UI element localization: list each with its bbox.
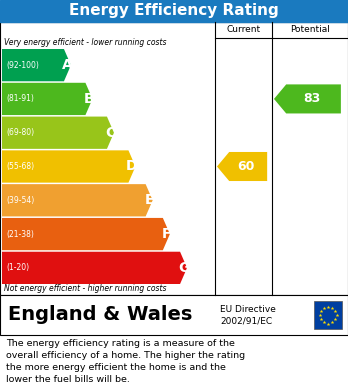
Text: (21-38): (21-38) — [6, 230, 34, 239]
Text: Potential: Potential — [290, 25, 330, 34]
Text: Very energy efficient - lower running costs: Very energy efficient - lower running co… — [4, 38, 166, 47]
Text: (81-91): (81-91) — [6, 95, 34, 104]
Bar — [0, 295, 348, 335]
Polygon shape — [217, 152, 267, 181]
Polygon shape — [2, 218, 170, 250]
Text: C: C — [105, 126, 116, 140]
Text: F: F — [161, 227, 171, 241]
Text: Current: Current — [227, 25, 261, 34]
Polygon shape — [2, 117, 114, 149]
Text: The energy efficiency rating is a measure of the
overall efficiency of a home. T: The energy efficiency rating is a measur… — [6, 339, 245, 384]
Text: England & Wales: England & Wales — [8, 305, 192, 325]
Bar — [314, 301, 342, 329]
Bar — [0, 22, 348, 295]
Polygon shape — [274, 84, 341, 113]
Text: (92-100): (92-100) — [6, 61, 39, 70]
Text: EU Directive
2002/91/EC: EU Directive 2002/91/EC — [220, 305, 276, 325]
Text: A: A — [62, 58, 73, 72]
Text: 83: 83 — [303, 92, 320, 106]
Polygon shape — [2, 184, 153, 217]
Text: Energy Efficiency Rating: Energy Efficiency Rating — [69, 4, 279, 18]
Text: G: G — [178, 261, 189, 275]
Polygon shape — [2, 49, 71, 81]
Text: B: B — [84, 92, 94, 106]
Text: (69-80): (69-80) — [6, 128, 34, 137]
Text: (39-54): (39-54) — [6, 196, 34, 205]
Text: E: E — [144, 193, 154, 207]
Polygon shape — [2, 83, 93, 115]
Polygon shape — [2, 252, 187, 284]
Text: Not energy efficient - higher running costs: Not energy efficient - higher running co… — [4, 284, 166, 293]
Polygon shape — [2, 151, 135, 183]
Text: 60: 60 — [237, 160, 255, 173]
Text: D: D — [126, 160, 138, 174]
Text: (1-20): (1-20) — [6, 264, 29, 273]
Bar — [0, 0, 348, 22]
Text: (55-68): (55-68) — [6, 162, 34, 171]
